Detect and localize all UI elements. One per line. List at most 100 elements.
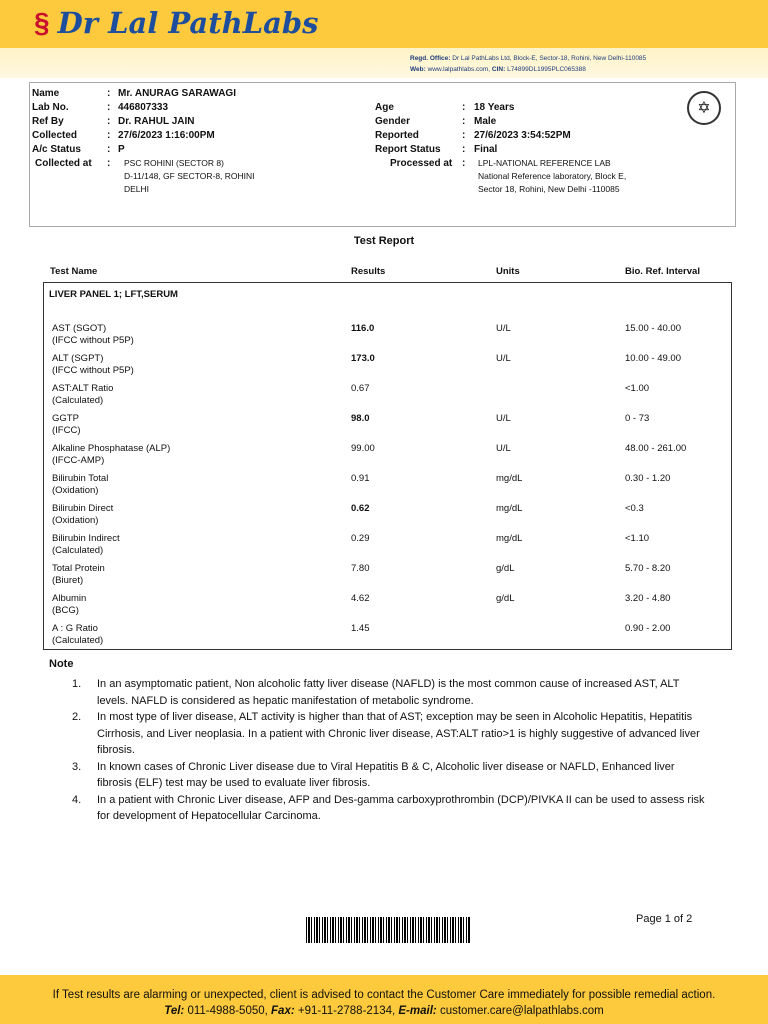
test-method: (IFCC without P5P) xyxy=(52,365,134,376)
note-title: Note xyxy=(49,658,74,670)
colon: : xyxy=(462,116,466,127)
field-value: Male xyxy=(474,116,497,127)
colon: : xyxy=(462,130,466,141)
test-name: Bilirubin Total xyxy=(52,473,109,484)
colon: : xyxy=(107,130,111,141)
footer: If Test results are alarming or unexpect… xyxy=(0,975,768,1024)
office-info: Regd. Office: Dr Lal PathLabs Ltd, Block… xyxy=(410,55,647,73)
colon: : xyxy=(107,158,111,169)
dna-icon: § xyxy=(34,7,50,38)
test-ref-interval: 10.00 - 49.00 xyxy=(625,353,681,364)
test-ref-interval: 3.20 - 4.80 xyxy=(625,593,671,604)
test-method: (Calculated) xyxy=(52,545,104,556)
field-label: Reported xyxy=(375,130,419,141)
table-row: Alkaline Phosphatase (ALP) (IFCC-AMP) 99.0… xyxy=(52,443,722,469)
test-name: Bilirubin Direct xyxy=(52,503,114,514)
field-label: Age xyxy=(375,102,394,113)
test-result: 0.29 xyxy=(351,533,370,544)
test-ref-interval: <1.10 xyxy=(625,533,650,544)
report-title: Test Report xyxy=(353,235,415,247)
field-label: A/c Status xyxy=(32,144,81,155)
table-row: GGTP (IFCC) 98.0 U/L 0 - 73 xyxy=(52,413,722,439)
table-row: AST:ALT Ratio (Calculated) 0.67 <1.00 xyxy=(52,383,722,409)
header-subband xyxy=(0,48,768,78)
test-unit: mg/dL xyxy=(496,473,523,484)
table-row: AST (SGOT) (IFCC without P5P) 116.0 U/L 15.0… xyxy=(52,323,722,349)
test-unit: U/L xyxy=(496,443,511,454)
col-units: Units xyxy=(496,266,520,277)
test-result: 173.0 xyxy=(351,353,375,364)
test-result: 1.45 xyxy=(351,623,370,634)
test-result: 7.80 xyxy=(351,563,370,574)
test-method: (Oxidation) xyxy=(52,515,99,526)
note-number: 3. xyxy=(72,760,82,773)
note-text: In most type of liver disease, ALT activ… xyxy=(97,711,700,756)
test-name: Alkaline Phosphatase (ALP) xyxy=(52,443,171,454)
table-row: Bilirubin Indirect (Calculated) 0.29 mg/dL <… xyxy=(52,533,722,559)
collected-at-line: D-11/148, GF SECTOR-8, ROHINI xyxy=(124,171,255,181)
header-band xyxy=(0,0,768,48)
test-name: A : G Ratio xyxy=(52,623,98,634)
test-name: Total Protein xyxy=(52,563,105,574)
test-unit: mg/dL xyxy=(496,503,523,514)
processed-at-label: Processed at xyxy=(390,158,453,169)
test-ref-interval: <0.3 xyxy=(625,503,644,514)
test-method: (Biuret) xyxy=(52,575,84,586)
field-value: 27/6/2023 1:16:00PM xyxy=(118,130,215,141)
note-text: In an asymptomatic patient, Non alcoholi… xyxy=(97,678,680,707)
test-name: GGTP xyxy=(52,413,79,424)
email-link[interactable]: customer.care@lalpathlabs.com xyxy=(439,1005,604,1017)
test-method: (IFCC) xyxy=(52,425,81,436)
colon: : xyxy=(107,116,111,127)
processed-at-line: Sector 18, Rohini, New Delhi -110085 xyxy=(478,184,620,194)
test-name: Albumin xyxy=(52,593,87,604)
barcode xyxy=(306,917,470,943)
test-result: 4.62 xyxy=(351,593,370,604)
footer-contacts: Tel: 011-4988-5050, Fax: +91-11-2788-213… xyxy=(164,1005,604,1017)
note-list: 1. In an asymptomatic patient, Non alcoho… xyxy=(72,676,712,825)
test-method: (BCG) xyxy=(52,605,79,616)
test-method: (Calculated) xyxy=(52,395,104,406)
field-label: Lab No. xyxy=(32,102,69,113)
table-row: Bilirubin Total (Oxidation) 0.91 mg/dL 0.30 … xyxy=(52,473,722,499)
table-row: ALT (SGPT) (IFCC without P5P) 173.0 U/L 10.0… xyxy=(52,353,722,379)
field-value: 27/6/2023 3:54:52PM xyxy=(474,130,571,141)
test-ref-interval: 15.00 - 40.00 xyxy=(625,323,681,334)
test-result: 0.62 xyxy=(351,503,370,514)
col-results: Results xyxy=(351,266,386,277)
test-unit: U/L xyxy=(496,323,511,334)
processed-at-line: LPL-NATIONAL REFERENCE LAB xyxy=(478,158,611,168)
colon: : xyxy=(107,88,111,99)
collected-at-label: Collected at xyxy=(35,158,92,169)
field-value: 18 Years xyxy=(474,102,515,113)
test-ref-interval: 0.90 - 2.00 xyxy=(625,623,671,634)
table-row: A : G Ratio (Calculated) 1.45 0.90 - 2.00 xyxy=(52,623,722,649)
test-unit: mg/dL xyxy=(496,533,523,544)
page-number: Page 1 of 2 xyxy=(636,913,693,925)
test-ref-interval: 48.00 - 261.00 xyxy=(625,443,687,454)
test-method: (Calculated) xyxy=(52,635,104,646)
test-name: AST:ALT Ratio xyxy=(52,383,114,394)
test-result: 0.91 xyxy=(351,473,370,484)
test-unit: g/dL xyxy=(496,593,515,604)
colon: : xyxy=(462,102,466,113)
collected-at-line: PSC ROHINI (SECTOR 8) xyxy=(124,158,224,168)
table-row: Albumin (BCG) 4.62 g/dL 3.20 - 4.80 xyxy=(52,593,722,619)
note-item: 4. In a patient with Chronic Liver diseas… xyxy=(72,792,712,825)
note-text: In a patient with Chronic Liver disease,… xyxy=(97,793,705,823)
test-unit: g/dL xyxy=(496,563,515,574)
field-value: Dr. RAHUL JAIN xyxy=(118,116,195,127)
note-text: In known cases of Chronic Liver disease … xyxy=(97,760,675,790)
test-unit: U/L xyxy=(496,353,511,364)
processed-at-line: National Reference laboratory, Block E, xyxy=(478,171,627,181)
brand-name: Dr Lal PathLabs xyxy=(57,6,319,40)
test-ref-interval: <1.00 xyxy=(625,383,650,394)
test-result: 99.00 xyxy=(351,443,375,454)
note-item: 1. In an asymptomatic patient, Non alcoho… xyxy=(72,676,712,709)
test-ref-interval: 5.70 - 8.20 xyxy=(625,563,671,574)
field-label: Name xyxy=(32,88,60,99)
note-number: 2. xyxy=(72,711,82,723)
colon: : xyxy=(107,144,111,155)
colon: : xyxy=(107,102,111,113)
test-unit: U/L xyxy=(496,413,511,424)
